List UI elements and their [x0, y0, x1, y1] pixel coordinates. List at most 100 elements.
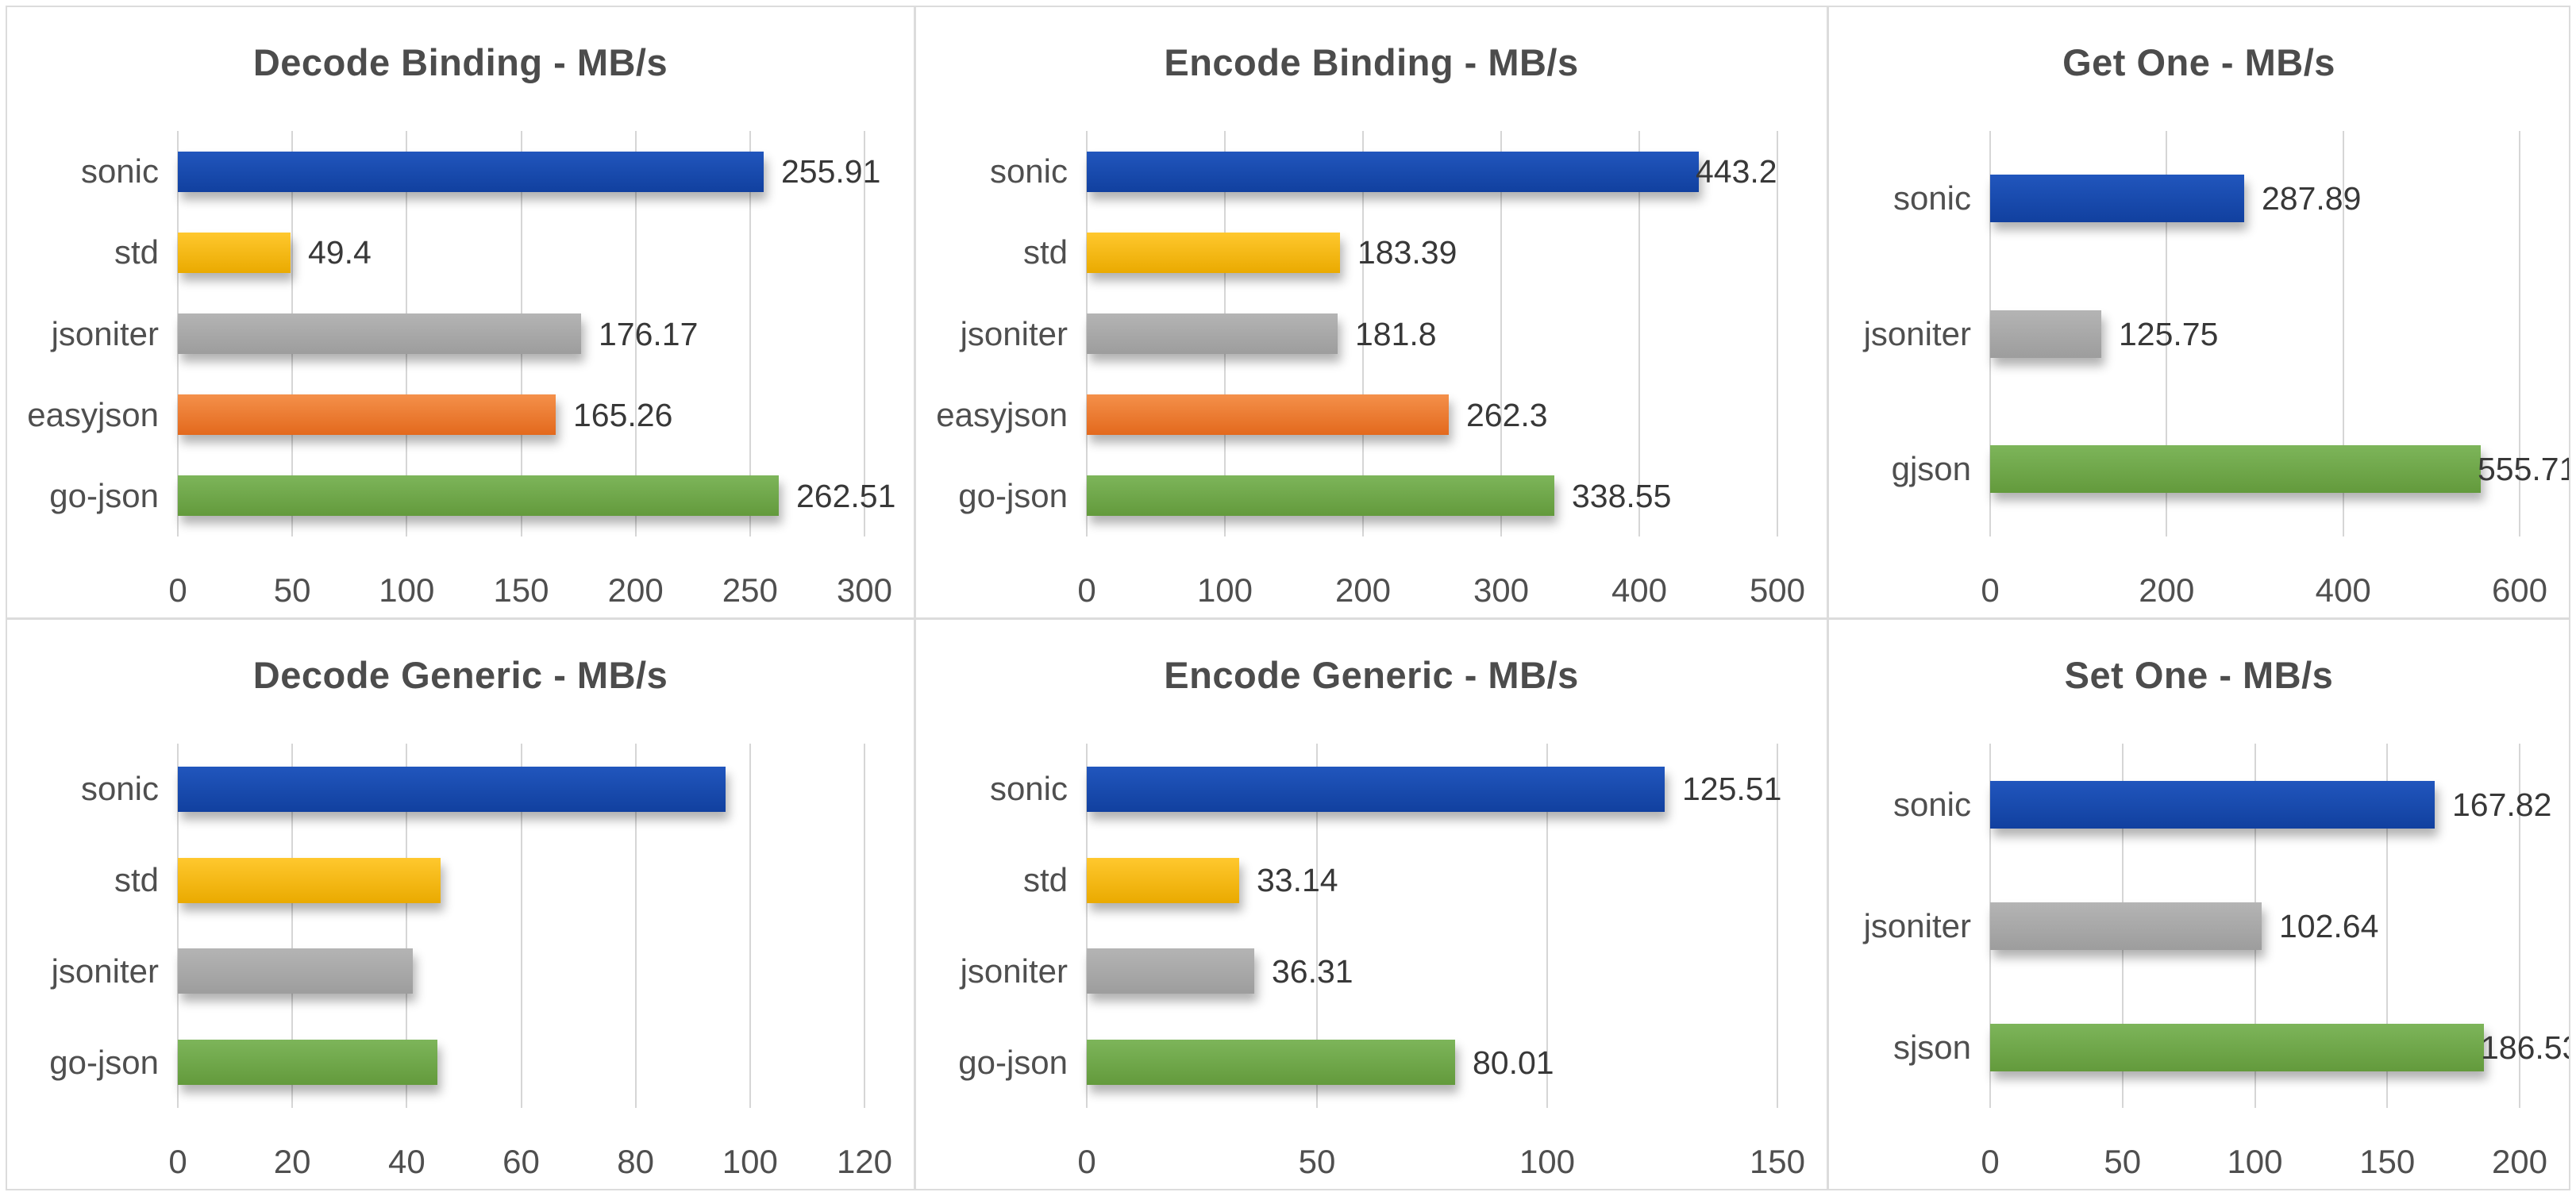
value-label: 33.14 — [1257, 862, 1338, 898]
gridline — [2386, 744, 2389, 1108]
x-tick-label: 80 — [617, 1143, 655, 1180]
x-tick-label: 120 — [836, 1143, 893, 1180]
value-label: 49.4 — [308, 234, 372, 271]
value-label: 102.64 — [2279, 908, 2379, 944]
category-label: sonic — [1893, 786, 1971, 823]
value-label: 176.17 — [599, 316, 699, 352]
chart-title: Get One - MB/s — [2062, 41, 2335, 83]
bar — [1087, 313, 1338, 354]
bar — [1990, 781, 2435, 829]
gridline — [749, 744, 751, 1108]
bar — [178, 858, 441, 903]
bar — [1087, 152, 1699, 192]
value-label: 36.31 — [1272, 953, 1353, 990]
category-label: go-json — [49, 477, 159, 514]
x-tick-label: 150 — [493, 571, 549, 609]
bar — [178, 313, 581, 354]
bar — [178, 948, 413, 994]
plot-area: 0 50 100 150 200 sonic 167.82 jsoniter 102.64 sjs… — [1829, 620, 2569, 1189]
value-label: 165.26 — [573, 397, 673, 433]
gridline — [864, 131, 865, 536]
category-label: jsoniter — [960, 952, 1068, 990]
gridline — [1777, 744, 1778, 1108]
gridline — [177, 744, 179, 1108]
gridline — [2519, 131, 2520, 536]
bar — [1087, 948, 1254, 994]
value-label: 186.53 — [2481, 1029, 2569, 1066]
x-tick-label: 0 — [1981, 571, 2000, 609]
bar — [1990, 175, 2244, 222]
x-tick-label: 0 — [1077, 571, 1096, 609]
category-label: go-json — [958, 1044, 1068, 1081]
gridline — [520, 744, 522, 1108]
x-tick-label: 40 — [387, 1143, 425, 1180]
value-label: 443.2 — [1696, 153, 1777, 190]
plot-area: 0 100 200 300 400 500 sonic 443.2 std 183.39 jsoni… — [916, 7, 1827, 617]
gridline — [864, 744, 865, 1108]
bar — [178, 152, 764, 192]
bar — [178, 767, 726, 812]
category-label: sonic — [80, 770, 159, 807]
category-label: easyjson — [27, 396, 159, 433]
value-label: 555.71 — [2478, 451, 2569, 487]
x-tick-label: 100 — [722, 1143, 778, 1180]
category-label: sjson — [1893, 1029, 1971, 1066]
x-tick-label: 60 — [502, 1143, 540, 1180]
plot-area: 0 50 100 150 200 250 300 sonic 255.91 std 49.4 json… — [7, 7, 914, 617]
x-tick-label: 200 — [2491, 1143, 2548, 1180]
x-tick-label: 20 — [273, 1143, 311, 1180]
x-tick-label: 300 — [1473, 571, 1530, 609]
x-tick-label: 250 — [722, 571, 778, 609]
value-label: 338.55 — [1572, 478, 1672, 514]
gridline — [2166, 131, 2168, 536]
gridline — [749, 131, 751, 536]
category-label: std — [114, 233, 159, 271]
chart-tile: Get One - MB/s 0 200 400 600 sonic 287.89 json… — [1829, 7, 2569, 617]
plot-area: 0 50 100 150 sonic 125.51 std 33.14 jsoniter 36.3… — [916, 620, 1827, 1189]
x-tick-label: 50 — [273, 571, 311, 609]
category-label: std — [114, 861, 159, 898]
x-tick-label: 0 — [168, 571, 187, 609]
category-label: jsoniter — [51, 315, 159, 352]
x-tick-label: 400 — [2315, 571, 2371, 609]
gridline — [1086, 744, 1088, 1108]
x-tick-label: 500 — [1749, 571, 1806, 609]
gridline — [406, 744, 408, 1108]
category-label: sonic — [989, 152, 1068, 190]
value-label: 262.3 — [1466, 397, 1548, 433]
bar — [1990, 902, 2262, 950]
x-tick-label: 0 — [1981, 1143, 2000, 1180]
gridline — [2519, 744, 2520, 1108]
x-tick-label: 150 — [1749, 1143, 1806, 1180]
gridline — [291, 744, 294, 1108]
category-label: jsoniter — [1863, 315, 1971, 352]
chart-tile: Encode Generic - MB/s 0 50 100 150 sonic 125.… — [916, 620, 1827, 1189]
gridline — [1777, 131, 1778, 536]
category-label: jsoniter — [960, 315, 1068, 352]
x-tick-label: 400 — [1611, 571, 1668, 609]
gridline — [1546, 744, 1548, 1108]
gridline — [634, 744, 637, 1108]
category-label: go-json — [49, 1044, 159, 1081]
value-label: 167.82 — [2452, 786, 2552, 823]
chart-title: Set One - MB/s — [2064, 654, 2334, 696]
category-label: jsoniter — [51, 952, 159, 990]
category-label: jsoniter — [1863, 907, 1971, 944]
gridline — [634, 131, 637, 536]
x-tick-label: 100 — [1519, 1143, 1576, 1180]
x-tick-label: 150 — [2359, 1143, 2416, 1180]
category-label: sonic — [1893, 179, 1971, 217]
chart-title: Decode Generic - MB/s — [252, 654, 668, 696]
value-label: 181.8 — [1355, 316, 1437, 352]
x-tick-label: 50 — [2104, 1143, 2142, 1180]
category-label: sonic — [989, 770, 1068, 807]
chart-tile: Encode Binding - MB/s 0 100 200 300 400 500 so… — [916, 7, 1827, 617]
x-tick-label: 300 — [836, 571, 893, 609]
chart-tile: Decode Binding - MB/s 0 50 100 150 200 250 300… — [7, 7, 914, 617]
chart-tile: Set One - MB/s 0 50 100 150 200 sonic 167.82 js… — [1829, 620, 2569, 1189]
bar — [178, 394, 556, 435]
bar — [1087, 233, 1340, 273]
category-label: gjson — [1891, 450, 1971, 487]
x-tick-label: 600 — [2491, 571, 2548, 609]
